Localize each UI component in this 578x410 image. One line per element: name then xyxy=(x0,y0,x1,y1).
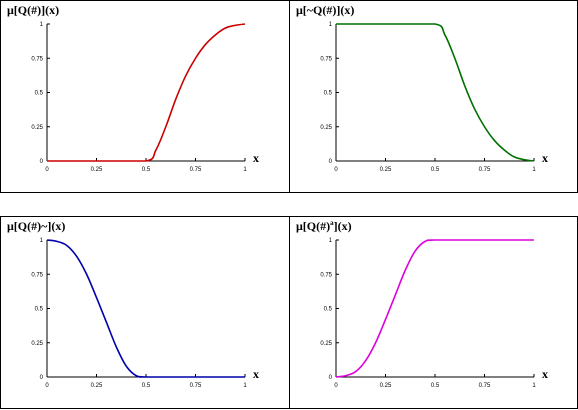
x-tick-label: 0.5 xyxy=(142,383,151,389)
x-tick-label: 1 xyxy=(532,167,536,173)
chart-panel-not-q: μ[~Q(#)](x) 0 0.25 0.5 0.75 1 0 0.25 0.5 0.75 1 x xyxy=(289,0,578,193)
x-tick-label: 0.25 xyxy=(380,167,392,173)
y-tick-label: 0.5 xyxy=(324,307,333,313)
y-tick-label: 0.75 xyxy=(31,56,43,62)
x-tick-label: 0.5 xyxy=(431,167,440,173)
x-tick-label: 0 xyxy=(45,383,49,389)
x-tick-label: 0 xyxy=(334,167,338,173)
x-tick-label: 0.75 xyxy=(479,167,491,173)
x-axis-label: x xyxy=(253,151,259,165)
y-tick-label: 0 xyxy=(329,375,333,381)
x-tick-label: 1 xyxy=(243,383,247,389)
chart-title: μ[Q(#)~](x) xyxy=(7,219,66,233)
chart-panel-q-antonym: μ[Q(#)~](x) 0 0.25 0.5 0.75 1 0 0.25 0.5 0.75 1 x xyxy=(0,216,290,409)
x-tick-label: 0.25 xyxy=(91,383,103,389)
series-line xyxy=(46,23,246,162)
chart-title: μ[Q(#)](x) xyxy=(7,3,60,17)
x-tick-label: 0.25 xyxy=(91,167,103,173)
x-tick-label: 1 xyxy=(243,167,247,173)
y-tick-label: 0 xyxy=(40,159,44,165)
chart-title: μ[~Q(#)](x) xyxy=(296,3,355,17)
series-line xyxy=(46,239,245,378)
x-tick-label: 0 xyxy=(45,167,49,173)
y-tick-label: 0.25 xyxy=(31,341,43,347)
chart-panel-q: μ[Q(#)](x) 0 0.25 0.5 0.75 1 0 0.25 0.5 0.75 1 x xyxy=(0,0,290,193)
x-tick-label: 1 xyxy=(532,383,536,389)
y-tick-label: 0.75 xyxy=(31,272,43,278)
chart-title: μ[Q(#)a](x) xyxy=(296,219,352,233)
y-tick-label: 0.75 xyxy=(320,56,332,62)
y-tick-label: 1 xyxy=(40,22,44,28)
y-tick-label: 0.5 xyxy=(35,307,44,313)
x-tick-label: 0 xyxy=(334,383,338,389)
y-tick-label: 1 xyxy=(329,22,333,28)
y-tick-label: 0.25 xyxy=(320,341,332,347)
y-tick-label: 1 xyxy=(40,238,44,244)
x-tick-label: 0.75 xyxy=(479,383,491,389)
chart-panel-q-dual: μ[Q(#)a](x) 0 0.25 0.5 0.75 1 0 0.25 0.5 0.75 1 x xyxy=(289,216,578,409)
x-tick-label: 0.75 xyxy=(190,167,202,173)
x-tick-label: 0.75 xyxy=(190,383,202,389)
series-line xyxy=(336,23,535,162)
y-tick-label: 0.25 xyxy=(31,125,43,131)
series-line xyxy=(335,239,534,378)
x-axis-label: x xyxy=(253,367,259,381)
y-tick-label: 0 xyxy=(329,159,333,165)
x-axis-label: x xyxy=(542,151,548,165)
y-tick-label: 0.5 xyxy=(35,91,44,97)
x-axis-label: x xyxy=(542,367,548,381)
y-tick-label: 0.25 xyxy=(320,125,332,131)
x-tick-label: 0.25 xyxy=(380,383,392,389)
x-tick-label: 0.5 xyxy=(431,383,440,389)
y-tick-label: 1 xyxy=(329,238,333,244)
y-tick-label: 0.75 xyxy=(320,272,332,278)
y-tick-label: 0 xyxy=(40,375,44,381)
y-tick-label: 0.5 xyxy=(324,91,333,97)
x-tick-label: 0.5 xyxy=(142,167,151,173)
